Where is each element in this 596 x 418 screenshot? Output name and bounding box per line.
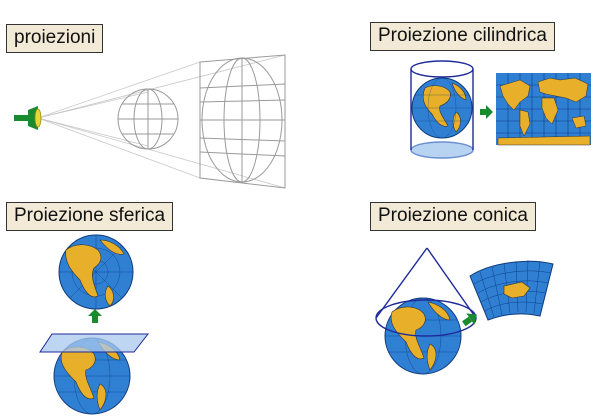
projected-globe-disk xyxy=(58,234,134,310)
globe-cylindrical xyxy=(411,77,473,139)
arrow-up-icon xyxy=(88,309,102,323)
projector-icon xyxy=(14,106,42,130)
arrow-right-icon xyxy=(462,313,477,327)
conical-flat-map xyxy=(469,259,554,321)
wireframe-globe-small xyxy=(117,88,179,150)
globe-conical xyxy=(384,297,462,375)
label-proiezione-cilindrica: Proiezione cilindrica xyxy=(370,22,555,51)
label-proiezione-conica: Proiezione conica xyxy=(370,202,536,231)
arrow-right-icon xyxy=(480,105,493,119)
label-proiezioni: proiezioni xyxy=(6,24,104,53)
tangent-plane xyxy=(39,333,150,353)
projection-rays xyxy=(37,54,286,189)
cylindrical-flat-map xyxy=(496,73,591,146)
cylinder xyxy=(410,69,474,159)
cylinder-top xyxy=(410,60,474,78)
label-proiezione-sferica: Proiezione sferica xyxy=(6,202,174,231)
projected-grid xyxy=(199,54,286,189)
